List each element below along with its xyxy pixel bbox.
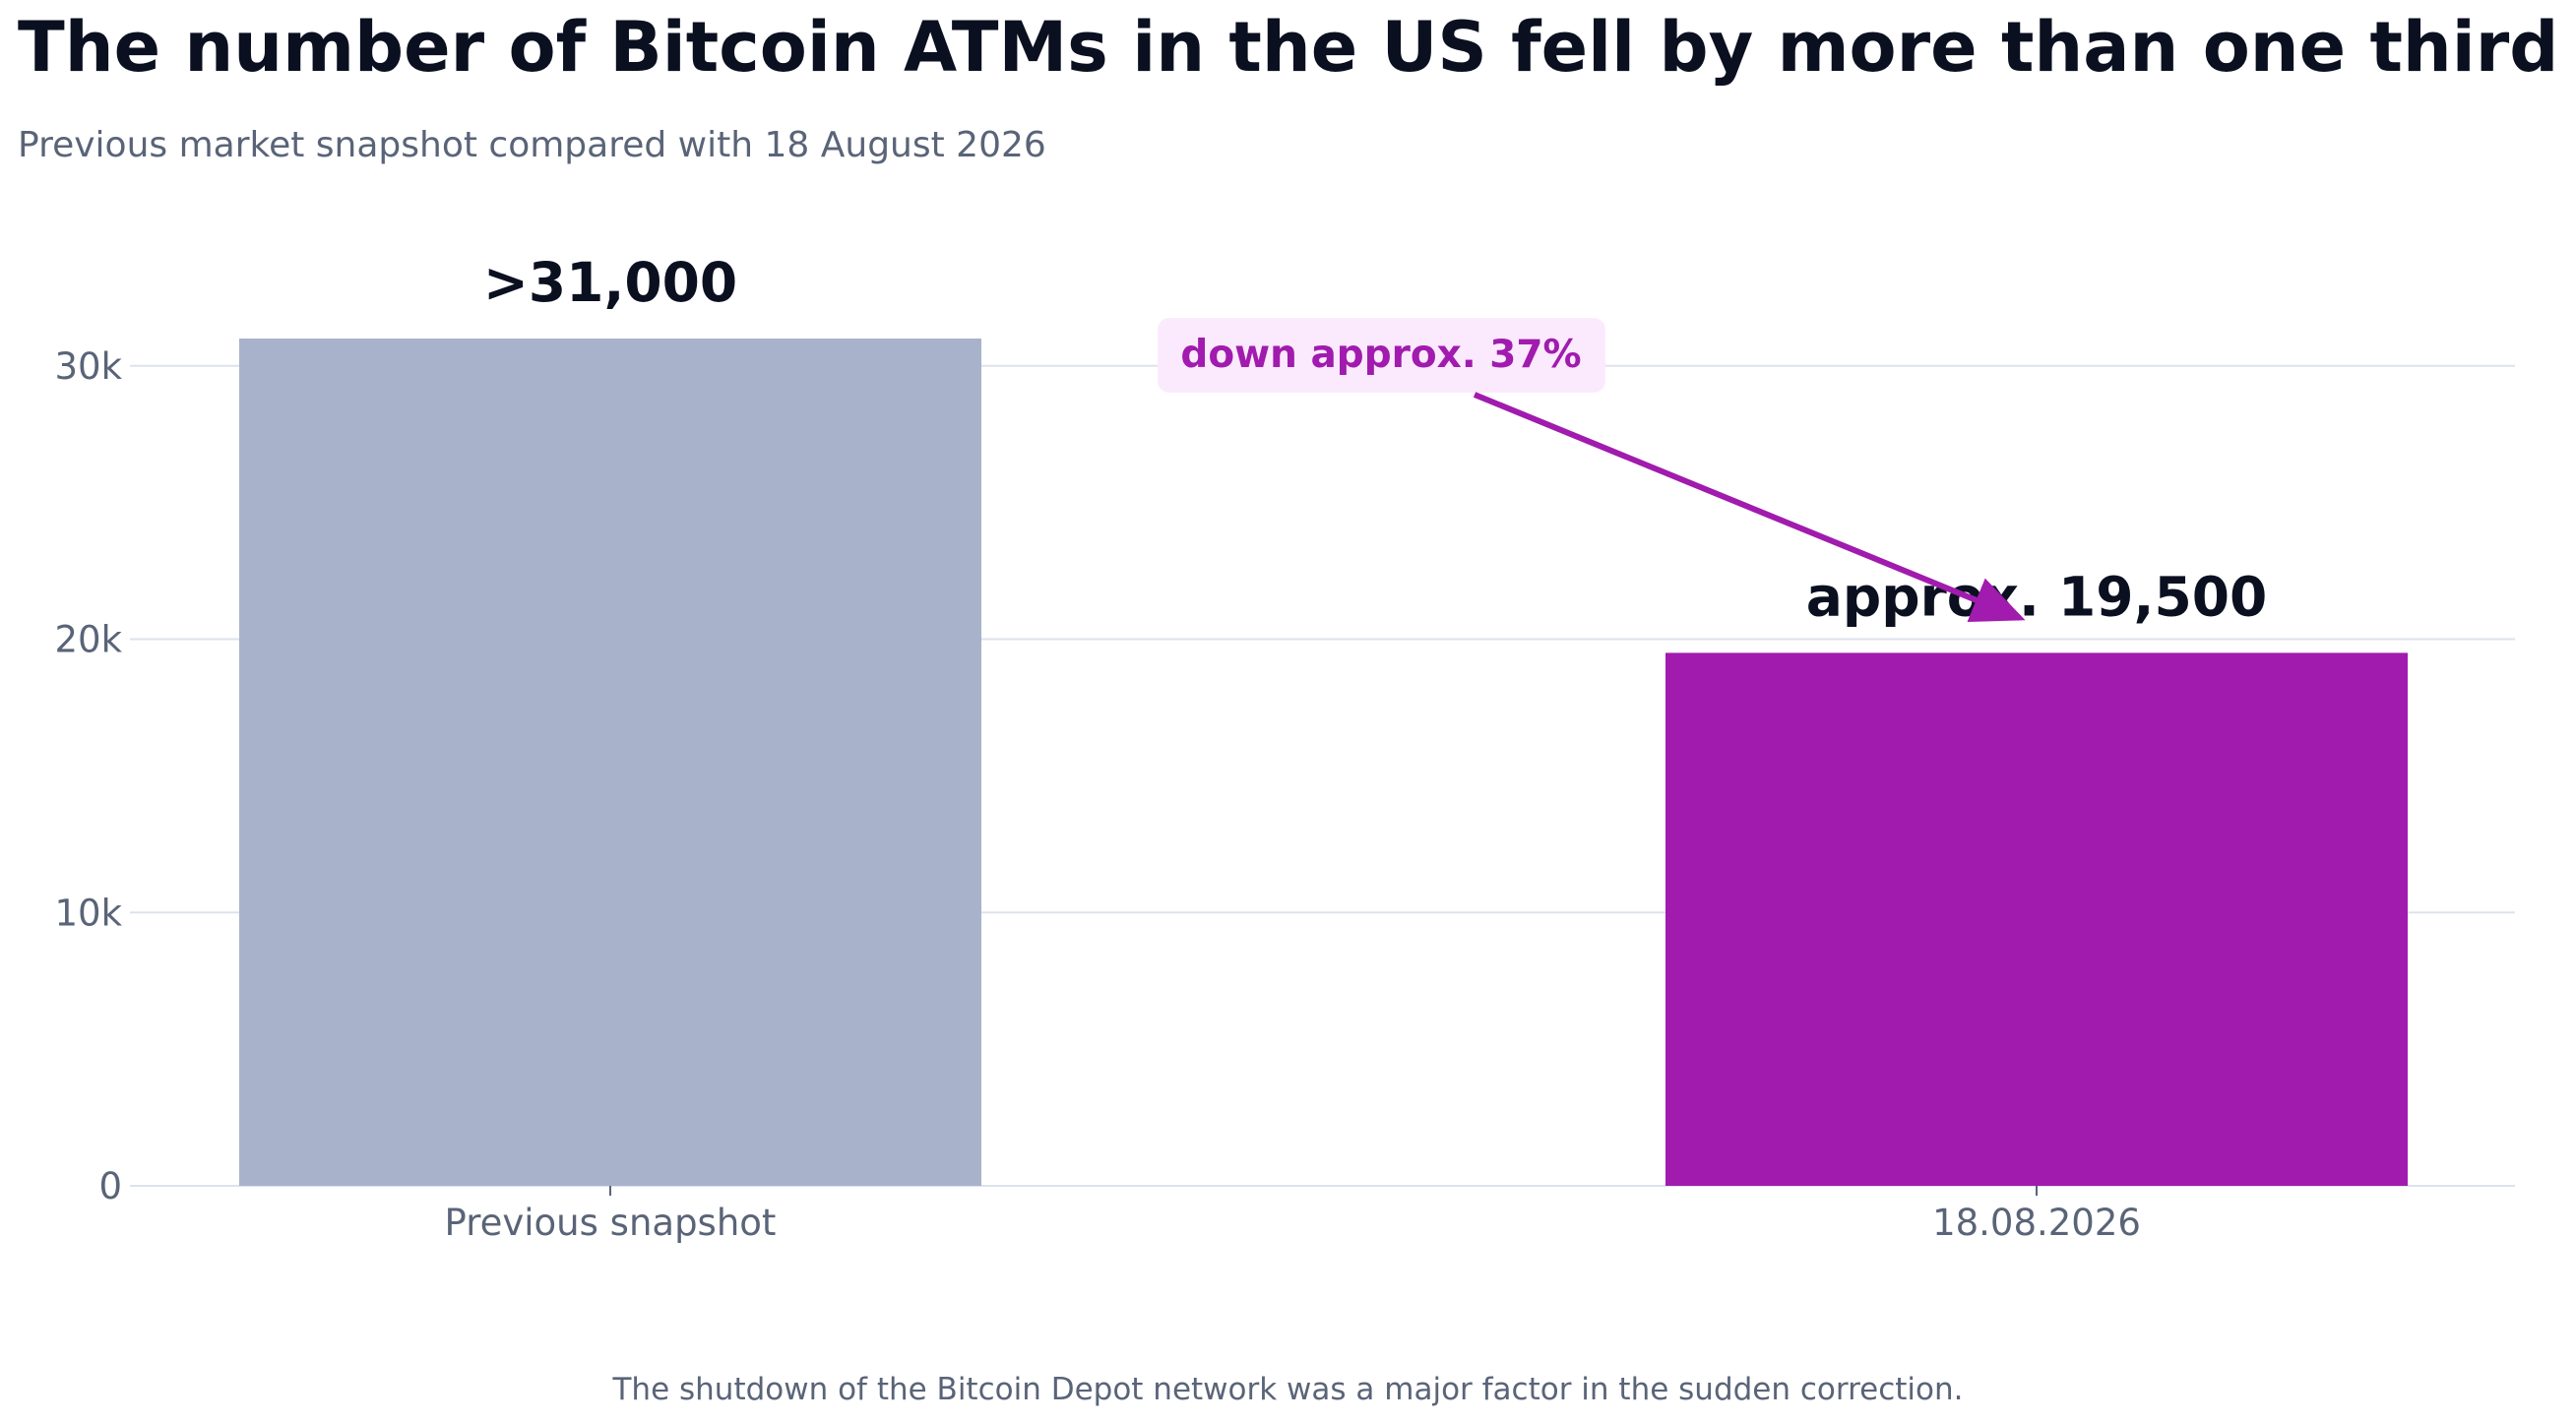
y-axis: 0 10k 20k 30k xyxy=(54,345,122,1207)
bar xyxy=(1665,652,2408,1186)
y-tick-label: 10k xyxy=(54,892,122,934)
bar-value-label: approx. 19,500 xyxy=(1806,565,2268,628)
chart-subtitle: Previous market snapshot compared with 1… xyxy=(18,125,1046,165)
callout-arrow xyxy=(1473,392,2026,623)
bar xyxy=(239,339,981,1186)
y-tick-label: 20k xyxy=(54,619,122,661)
callout-text: down approx. 37% xyxy=(1180,333,1581,377)
x-tick-label: Previous snapshot xyxy=(445,1202,777,1244)
x-tick-label: 18.08.2026 xyxy=(1932,1202,2141,1244)
x-axis: Previous snapshot 18.08.2026 xyxy=(445,1186,2141,1244)
y-tick-label: 0 xyxy=(98,1165,122,1207)
y-tick-label: 30k xyxy=(54,345,122,388)
callout-box xyxy=(1158,318,1605,393)
value-labels: >31,000 approx. 19,500 xyxy=(483,251,2267,628)
bars xyxy=(239,339,2408,1186)
change-callout: down approx. 37% xyxy=(1158,318,2026,623)
chart-footnote: The shutdown of the Bitcoin Depot networ… xyxy=(612,1372,1964,1407)
chart-title: The number of Bitcoin ATMs in the US fel… xyxy=(18,7,2559,88)
bar-value-label: >31,000 xyxy=(483,251,737,314)
